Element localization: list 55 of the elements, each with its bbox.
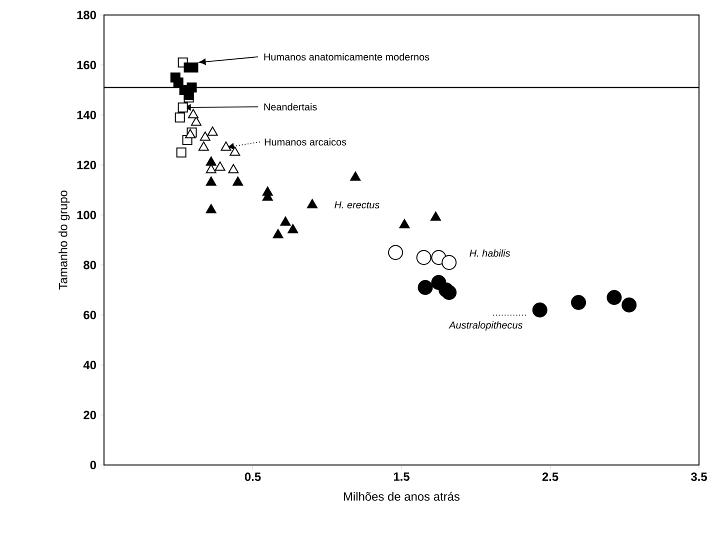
point [232,176,244,186]
point [176,147,186,158]
point [198,141,209,151]
x-tick-label: 0.5 [244,472,261,481]
y-tick-label: 40 [83,360,96,370]
y-tick-label: 60 [84,310,96,320]
annotation: Humanos arcaicos [264,138,346,146]
point [272,228,284,238]
point [206,156,216,166]
annotation: Neandertais [264,103,317,110]
y-tick-label: 20 [84,410,96,420]
point [280,216,291,226]
y-tick-label: 80 [84,260,96,270]
point [186,82,197,92]
point [350,171,361,181]
point [206,204,216,214]
x-axis-title: Milhões de anos atrás [344,492,460,501]
point [399,218,410,228]
point [288,224,298,234]
point [174,112,185,122]
point [207,126,218,136]
point [200,131,210,141]
point [622,298,637,312]
x-tick-label: 3.5 [690,472,707,482]
x-tick-label: 2.5 [542,472,558,481]
point [532,302,548,318]
point [442,285,457,300]
point [571,295,586,310]
point [606,290,622,305]
annotation: Humanos anatomicamente modernos [264,53,430,60]
point [220,141,232,151]
y-tick-label: 140 [77,110,96,120]
point [430,211,441,221]
annotation: H. erectus [334,201,380,208]
point [306,198,318,208]
y-tick-label: 120 [77,160,96,170]
annotation: Australopithecus [448,321,523,331]
point [230,146,240,156]
y-tick-label: 100 [77,210,96,220]
point [442,254,457,270]
point [188,108,199,118]
point [206,176,216,186]
y-axis-title: Tamanho do grupo [58,190,70,290]
point [178,102,188,112]
point [418,280,433,295]
y-tick-label: 160 [77,60,96,70]
point [214,161,226,171]
point [416,250,432,265]
point [388,244,404,260]
point [173,77,184,88]
x-tick-label: 1.5 [394,472,410,481]
y-tick-label: 0 [90,460,96,470]
annotation: H. habilis [470,249,510,257]
point [228,164,239,174]
y-tick-label: 180 [77,10,96,20]
